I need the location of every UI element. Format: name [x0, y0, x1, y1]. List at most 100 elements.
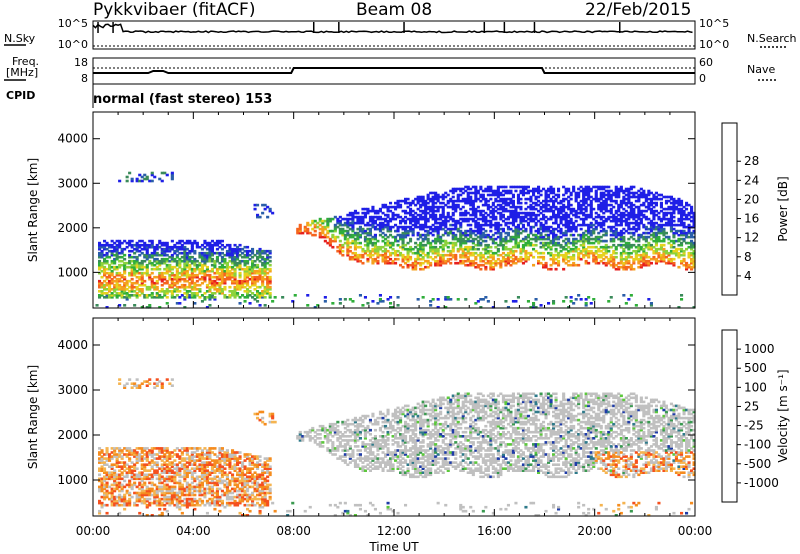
range-cell — [627, 259, 631, 263]
range-cell — [175, 241, 179, 245]
range-cell — [469, 247, 473, 251]
range-cell — [120, 249, 124, 253]
range-cell — [251, 292, 255, 295]
range-cell — [133, 501, 137, 505]
range-cell — [128, 285, 132, 289]
range-cell — [160, 514, 164, 517]
range-cell — [100, 292, 104, 295]
range-cell — [627, 265, 631, 269]
range-cell — [130, 277, 134, 281]
range-cell — [587, 227, 591, 231]
range-cell — [326, 231, 330, 235]
range-cell — [476, 197, 480, 201]
range-cell — [554, 217, 558, 221]
range-cell — [479, 251, 483, 255]
range-cell — [622, 257, 626, 261]
range-cell — [652, 215, 656, 219]
range-cell — [572, 225, 576, 229]
range-cell — [662, 247, 666, 251]
range-cell — [266, 205, 270, 209]
range-cell — [108, 294, 112, 297]
range-cell — [524, 237, 528, 241]
range-cell — [98, 271, 102, 275]
range-cell — [464, 209, 468, 213]
range-cell — [378, 223, 382, 227]
range-cell — [680, 217, 684, 221]
range-cell — [627, 205, 631, 209]
range-cell — [494, 189, 498, 193]
range-cell — [243, 271, 247, 275]
range-cell — [208, 247, 212, 251]
range-cell — [180, 285, 184, 289]
range-cell — [484, 265, 488, 269]
range-cell — [584, 213, 588, 217]
range-cell — [155, 493, 159, 497]
range-cell — [145, 457, 149, 460]
range-cell — [205, 269, 209, 273]
range-cell — [481, 233, 485, 237]
range-cell — [168, 263, 172, 267]
range-cell — [376, 223, 380, 227]
range-cell — [160, 489, 164, 493]
range-cell — [108, 465, 112, 468]
range-cell — [619, 205, 623, 209]
range-cell — [637, 265, 641, 269]
range-cell — [273, 296, 277, 299]
range-cell — [145, 306, 149, 309]
range-cell — [138, 447, 142, 450]
range-cell — [454, 207, 458, 211]
range-cell — [486, 193, 490, 197]
range-cell — [559, 243, 563, 247]
range-cell — [404, 231, 408, 235]
range-cell — [105, 473, 109, 477]
range-cell — [542, 263, 546, 267]
range-cell — [639, 209, 643, 213]
range-cell — [338, 229, 342, 233]
range-cell — [258, 253, 262, 257]
range-cell — [547, 251, 551, 255]
range-cell — [537, 191, 541, 195]
range-cell — [140, 263, 144, 267]
range-cell — [133, 477, 137, 481]
range-cell — [105, 243, 109, 247]
range-cell — [486, 187, 490, 191]
range-cell — [664, 223, 668, 227]
range-cell — [604, 203, 608, 207]
range-cell — [519, 215, 523, 219]
range-cell — [449, 189, 453, 193]
range-cell — [135, 386, 139, 389]
range-cell — [251, 255, 255, 259]
range-cell — [642, 223, 646, 227]
range-cell — [258, 285, 262, 289]
range-cell — [637, 253, 641, 257]
range-cell — [145, 469, 149, 472]
range-cell — [110, 467, 114, 470]
range-cell — [602, 223, 606, 227]
range-cell — [662, 213, 666, 217]
range-cell — [389, 233, 393, 237]
range-cell — [629, 245, 633, 249]
range-cell — [552, 203, 556, 207]
range-cell — [346, 245, 350, 249]
range-cell — [150, 467, 154, 470]
range-cell — [170, 277, 174, 281]
range-cell — [266, 215, 270, 219]
range-cell — [389, 251, 393, 255]
range-cell — [128, 483, 132, 487]
range-cell — [446, 253, 450, 257]
range-cell — [243, 253, 247, 257]
range-cell — [597, 199, 601, 203]
range-cell — [634, 195, 638, 199]
range-cell — [439, 217, 443, 221]
range-cell — [386, 298, 390, 301]
range-cell — [326, 221, 330, 225]
range-cell — [524, 219, 528, 223]
range-cell — [519, 197, 523, 201]
range-cell — [690, 257, 694, 261]
range-cell — [539, 201, 543, 205]
range-cell — [426, 241, 430, 245]
range-cell — [511, 209, 515, 213]
range-cell — [391, 211, 395, 215]
range-cell — [120, 247, 124, 251]
range-cell — [138, 271, 142, 275]
